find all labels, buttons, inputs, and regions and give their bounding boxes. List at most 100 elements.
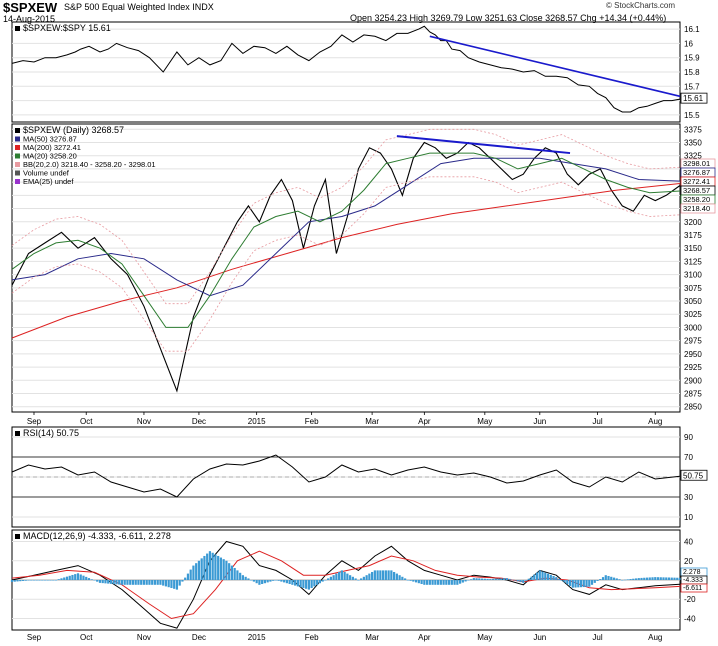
macd-histogram-bar bbox=[74, 574, 77, 580]
y-tick-label: 2875 bbox=[684, 390, 702, 399]
macd-histogram-bar bbox=[604, 575, 607, 580]
macd-histogram-bar bbox=[349, 575, 352, 580]
macd-histogram-bar bbox=[530, 576, 533, 580]
price-label: 3258.20 bbox=[683, 195, 710, 204]
bollinger-lower-band bbox=[11, 176, 681, 352]
macd-histogram-bar bbox=[52, 580, 55, 581]
macd-histogram-bar bbox=[360, 578, 363, 580]
macd-histogram-bar bbox=[678, 577, 682, 580]
price-label: 3268.57 bbox=[683, 186, 710, 195]
macd-histogram-bar bbox=[648, 577, 651, 580]
x-tick-label: Oct bbox=[80, 417, 93, 426]
macd-histogram-bar bbox=[453, 580, 456, 585]
y-tick-label: 3050 bbox=[684, 297, 702, 306]
macd-histogram-bar bbox=[137, 580, 140, 585]
macd-histogram-bar bbox=[93, 580, 96, 581]
x-tick-label: Jun bbox=[533, 417, 546, 426]
x-tick-label: 2015 bbox=[248, 633, 266, 642]
macd-histogram-bar bbox=[434, 580, 437, 585]
y-tick-label: -20 bbox=[684, 595, 696, 604]
macd-histogram-bar bbox=[241, 575, 245, 580]
y-tick-label: 3150 bbox=[684, 244, 702, 253]
macd-histogram-bar bbox=[431, 580, 434, 585]
macd-histogram-bar bbox=[255, 580, 258, 584]
macd-histogram-bar bbox=[54, 580, 58, 581]
macd-histogram-bar bbox=[511, 579, 514, 581]
macd-histogram-bar bbox=[272, 580, 275, 581]
macd-histogram-bar bbox=[552, 575, 555, 580]
y-tick-label: 3075 bbox=[684, 284, 702, 293]
y-tick-label: 2925 bbox=[684, 363, 702, 372]
macd-histogram-bar bbox=[299, 580, 302, 588]
macd-histogram-bar bbox=[640, 577, 643, 580]
value-label: 15.61 bbox=[683, 94, 704, 103]
y-tick-label: 2900 bbox=[684, 376, 702, 385]
macd-histogram-bar bbox=[32, 580, 36, 581]
macd-histogram-bar bbox=[277, 580, 280, 581]
macd-histogram-bar bbox=[200, 558, 203, 580]
macd-histogram-bar bbox=[134, 580, 137, 585]
macd-histogram-bar bbox=[447, 580, 451, 585]
legend-entry: $SPXEW:$SPY 15.61 bbox=[23, 23, 111, 33]
macd-histogram-bar bbox=[461, 580, 464, 583]
macd-histogram-bar bbox=[310, 580, 313, 589]
macd-histogram-bar bbox=[236, 570, 239, 580]
macd-histogram-bar bbox=[568, 580, 572, 586]
y-tick-label: 15.8 bbox=[684, 68, 700, 77]
y-tick-label: 3175 bbox=[684, 231, 702, 240]
macd-histogram-bar bbox=[357, 580, 360, 581]
macd-histogram-bar bbox=[486, 578, 489, 580]
x-tick-label: Apr bbox=[418, 417, 431, 426]
macd-histogram-bar bbox=[332, 575, 335, 580]
macd-histogram-bar bbox=[629, 579, 632, 580]
value-label: -4.333 bbox=[683, 577, 703, 584]
series-line--spxew-spy bbox=[11, 25, 681, 113]
macd-histogram-bar bbox=[491, 578, 495, 580]
copyright-label: © StockCharts.com bbox=[606, 1, 676, 10]
macd-histogram-bar bbox=[362, 576, 365, 580]
macd-histogram-bar bbox=[541, 571, 544, 580]
macd-histogram-bar bbox=[250, 580, 253, 581]
macd-histogram-bar bbox=[401, 576, 404, 580]
y-tick-label: 70 bbox=[684, 453, 693, 462]
macd-histogram-bar bbox=[656, 577, 660, 580]
macd-histogram-bar bbox=[425, 580, 429, 585]
macd-histogram-bar bbox=[96, 580, 99, 582]
macd-histogram-bar bbox=[164, 580, 168, 587]
macd-histogram-bar bbox=[390, 570, 393, 580]
y-tick-label: 40 bbox=[684, 538, 693, 547]
macd-histogram-bar bbox=[266, 580, 269, 583]
panel-frame-price bbox=[11, 123, 681, 413]
x-tick-label: May bbox=[477, 417, 492, 426]
series-line-signal bbox=[11, 550, 681, 620]
macd-histogram-bar bbox=[225, 560, 228, 580]
macd-histogram-bar bbox=[307, 580, 310, 590]
macd-histogram-bar bbox=[601, 577, 605, 580]
macd-histogram-bar bbox=[305, 580, 308, 589]
legend-entry: $SPXEW (Daily) 3268.57 bbox=[23, 125, 124, 135]
macd-histogram-bar bbox=[153, 580, 157, 585]
y-tick-label: 2950 bbox=[684, 350, 702, 359]
macd-histogram-bar bbox=[43, 580, 47, 581]
price-label: 3298.01 bbox=[683, 159, 710, 168]
value-label-box bbox=[680, 583, 708, 593]
x-tick-label: Oct bbox=[80, 633, 93, 642]
macd-histogram-bar bbox=[596, 580, 599, 581]
macd-histogram-bar bbox=[659, 577, 662, 580]
x-tick-label: Aug bbox=[648, 417, 662, 426]
legend-entry: EMA(25) undef bbox=[23, 177, 74, 186]
macd-histogram-bar bbox=[211, 552, 214, 580]
macd-histogram-bar bbox=[302, 580, 305, 589]
macd-histogram-bar bbox=[57, 579, 60, 580]
macd-histogram-bar bbox=[60, 578, 63, 580]
macd-histogram-bar bbox=[175, 580, 179, 590]
macd-histogram-bar bbox=[162, 580, 165, 586]
macd-histogram-bar bbox=[368, 573, 371, 580]
macd-histogram-bar bbox=[318, 580, 321, 584]
x-tick-label: Jul bbox=[592, 417, 602, 426]
macd-histogram-bar bbox=[406, 580, 409, 581]
legend-swatch bbox=[15, 534, 20, 539]
macd-histogram-bar bbox=[483, 578, 486, 580]
macd-histogram-bar bbox=[365, 575, 368, 580]
